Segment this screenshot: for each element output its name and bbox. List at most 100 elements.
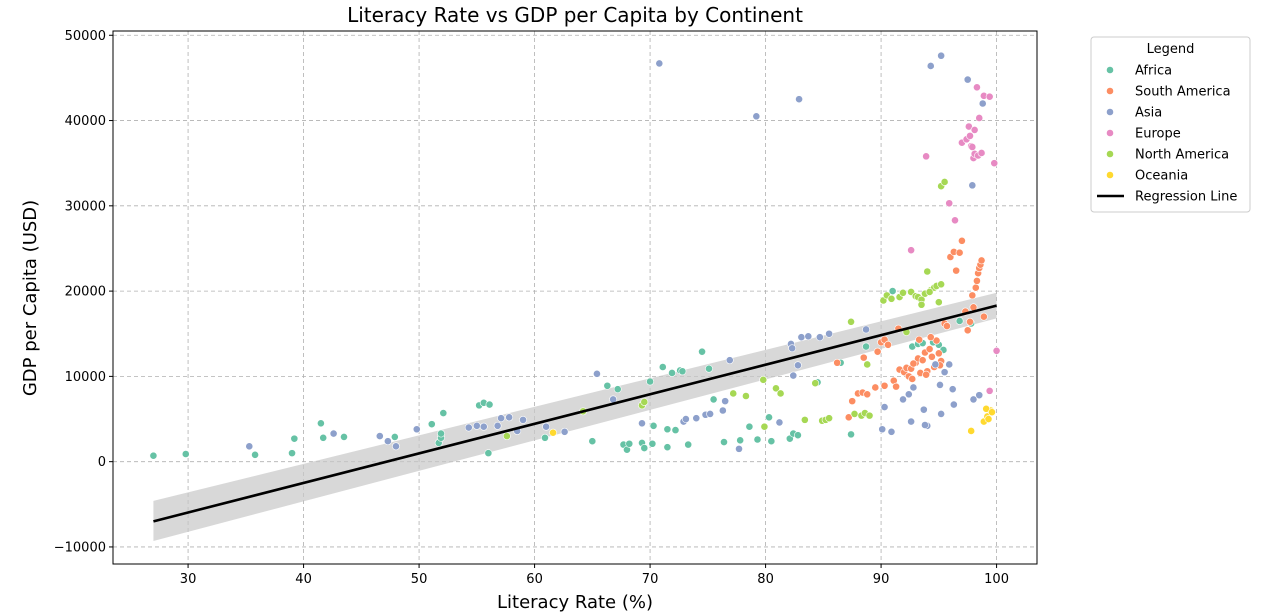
data-point — [663, 425, 672, 434]
y-tick-label: 20000 — [65, 285, 106, 300]
legend: Legend Africa South America Asia Europe North… — [1090, 36, 1251, 213]
series-europe — [907, 83, 1001, 395]
data-point — [940, 178, 949, 186]
data-point — [977, 149, 986, 157]
y-axis-ticks: −10000 0 10000 20000 30000 40000 50000 — [54, 29, 113, 555]
data-point — [971, 283, 980, 292]
data-point — [765, 413, 773, 422]
data-point — [963, 75, 972, 84]
data-point — [975, 391, 984, 400]
data-point — [698, 347, 706, 356]
data-point — [982, 404, 991, 413]
data-point — [709, 395, 718, 404]
legend-label: South America — [1135, 85, 1231, 100]
data-point — [681, 415, 690, 423]
data-point — [847, 317, 855, 326]
data-point — [383, 437, 392, 446]
data-point — [968, 291, 977, 300]
data-point — [919, 405, 928, 414]
data-point — [493, 421, 502, 430]
data-point — [788, 344, 797, 353]
legend-marker — [1106, 66, 1114, 74]
data-point — [800, 415, 809, 424]
data-point — [736, 436, 745, 445]
data-point — [899, 288, 907, 297]
data-point — [966, 131, 974, 140]
legend-marker — [1106, 87, 1114, 95]
data-point — [648, 439, 657, 448]
data-point — [588, 437, 597, 446]
x-tick-label: 80 — [757, 572, 774, 587]
legend-label: Asia — [1135, 106, 1162, 121]
data-point — [985, 386, 994, 395]
y-tick-label: 0 — [98, 455, 106, 470]
data-point — [437, 429, 445, 438]
legend-title: Legend — [1147, 42, 1195, 57]
data-point — [862, 342, 870, 351]
data-point — [949, 400, 958, 409]
data-point — [918, 356, 927, 365]
data-point — [884, 340, 892, 349]
data-point — [948, 385, 957, 394]
legend-marker — [1106, 171, 1114, 179]
y-axis-label: GDP per Capita (USD) — [20, 200, 41, 396]
data-point — [593, 369, 601, 378]
data-point — [760, 422, 769, 431]
data-point — [625, 439, 634, 448]
data-point — [968, 143, 977, 151]
data-point — [671, 426, 680, 435]
data-point — [149, 451, 158, 460]
data-point — [952, 266, 961, 275]
data-point — [742, 392, 750, 400]
data-point — [878, 425, 887, 434]
data-point — [603, 381, 612, 390]
data-point — [955, 317, 964, 325]
plot-frame — [112, 30, 1038, 565]
data-point — [909, 359, 918, 368]
data-point — [937, 410, 946, 418]
data-point — [966, 317, 974, 326]
scatter-points — [149, 51, 1001, 460]
data-point — [945, 199, 954, 208]
data-point — [752, 112, 761, 121]
data-point — [797, 333, 806, 342]
data-point — [850, 410, 859, 418]
x-tick-label: 60 — [526, 572, 543, 587]
data-point — [767, 437, 776, 446]
legend-label: Regression Line — [1135, 190, 1237, 205]
legend-label: Oceania — [1135, 169, 1188, 184]
data-point — [909, 383, 918, 392]
data-point — [922, 370, 931, 379]
legend-box — [1090, 36, 1251, 213]
data-point — [940, 368, 949, 377]
data-point — [464, 423, 473, 432]
data-point — [684, 440, 693, 449]
data-point — [479, 422, 488, 431]
data-point — [859, 353, 868, 362]
chart-title: Literacy Rate vs GDP per Capita by Conti… — [347, 3, 803, 27]
data-point — [663, 443, 672, 452]
data-point — [720, 438, 728, 446]
x-axis-ticks: 30 40 50 60 70 80 90 100 — [180, 564, 1009, 587]
x-tick-label: 70 — [642, 572, 659, 587]
data-point — [978, 99, 987, 108]
data-point — [649, 421, 658, 430]
y-tick-label: 30000 — [65, 199, 106, 214]
series-south-america — [833, 236, 988, 422]
data-point — [505, 413, 514, 422]
data-point — [658, 363, 667, 371]
series-africa — [149, 287, 976, 460]
data-point — [936, 381, 944, 389]
data-point — [811, 379, 820, 388]
regression-line-path — [153, 304, 997, 523]
x-tick-label: 100 — [984, 572, 1009, 587]
data-point — [904, 390, 913, 399]
series-north-america — [502, 178, 949, 440]
data-point — [412, 425, 421, 434]
data-point — [871, 383, 880, 392]
data-point — [937, 51, 946, 60]
data-point — [915, 335, 924, 344]
data-point — [847, 430, 855, 439]
data-point — [955, 248, 964, 257]
data-point — [705, 364, 713, 373]
